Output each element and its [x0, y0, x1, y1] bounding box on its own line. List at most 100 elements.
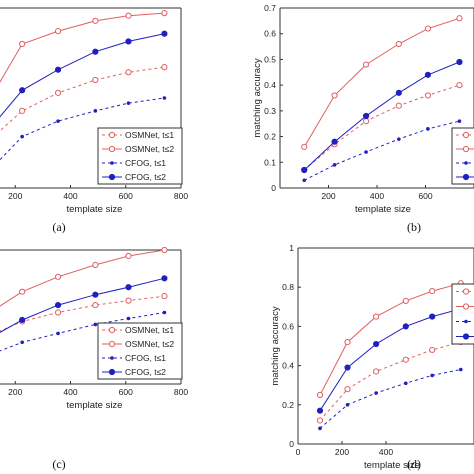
data-point — [344, 338, 351, 346]
data-point — [162, 310, 167, 315]
legend-box — [451, 283, 474, 345]
panel-captions: (a) (b) (c) (d) — [52, 220, 421, 471]
series-line — [0, 277, 165, 333]
data-point — [19, 87, 26, 94]
x-tick-label: 200 — [335, 447, 349, 457]
data-point — [362, 112, 370, 120]
y-tick-label: 0.7 — [264, 3, 276, 13]
x-tick-label: 400 — [63, 387, 77, 397]
legend-marker — [462, 288, 470, 295]
legend-label: CFOG, t≤1 — [125, 158, 166, 168]
data-point — [54, 89, 62, 96]
data-point — [456, 58, 463, 66]
data-point — [429, 288, 436, 295]
legend-marker — [108, 131, 116, 139]
data-point — [344, 386, 351, 393]
y-tick-label: 0 — [289, 439, 294, 449]
series-line — [319, 341, 461, 421]
data-point — [402, 297, 409, 305]
series-line — [0, 295, 165, 332]
data-point — [19, 40, 26, 48]
data-point — [19, 288, 26, 295]
y-tick-label: 0.2 — [282, 400, 294, 410]
data-point — [459, 367, 463, 372]
data-point — [395, 89, 402, 96]
data-point — [19, 107, 26, 114]
y-axis-label: matching accuracy — [270, 306, 281, 385]
data-point — [318, 426, 322, 431]
data-point — [424, 92, 432, 99]
series-line — [0, 97, 165, 161]
data-point — [362, 61, 370, 68]
data-point — [331, 92, 338, 99]
series-layer — [0, 10, 168, 161]
data-point — [125, 69, 132, 76]
legend-marker — [464, 319, 468, 324]
data-point — [92, 17, 99, 24]
series-line — [319, 369, 461, 429]
data-point — [395, 102, 402, 109]
x-tick-label: 800 — [174, 387, 188, 397]
axes-frame — [279, 7, 474, 189]
data-point — [316, 391, 324, 399]
y-tick-label: 0.6 — [282, 321, 294, 331]
y-tick-label: 0.6 — [264, 29, 276, 39]
x-tick-label: 600 — [119, 387, 133, 397]
y-tick-label: 1 — [289, 243, 294, 253]
data-point — [429, 346, 436, 354]
data-point — [92, 48, 99, 55]
panel-caption-c: (c) — [52, 457, 65, 471]
series-line — [303, 84, 460, 171]
data-point — [161, 64, 168, 71]
legend: OSMNet, t≤1 OSMNet, t≤2 CFOG, t≤1 CFOG, t≤2 — [97, 127, 183, 185]
data-point — [316, 417, 324, 424]
x-axis-label: template size — [67, 204, 123, 215]
x-tick-label: 400 — [379, 447, 393, 457]
data-point — [125, 297, 132, 304]
data-point — [125, 38, 132, 45]
y-tick-label: 0.5 — [264, 54, 276, 64]
x-tick-label: 200 — [8, 191, 22, 201]
series-line — [0, 66, 165, 132]
data-point — [457, 119, 462, 123]
data-point — [402, 323, 409, 330]
x-axis-label: template size — [364, 460, 420, 471]
chart-panel-b: 200 400 600 0 0.1 0.2 0.3 0.4 0.5 0.6 0.7 template … — [252, 3, 474, 215]
series-line — [304, 120, 460, 181]
series-line — [0, 249, 165, 307]
x-tick-label: 200 — [321, 191, 335, 201]
data-point — [54, 66, 62, 73]
data-point — [92, 301, 99, 309]
data-point — [456, 82, 463, 89]
data-point — [331, 138, 338, 145]
data-point — [161, 10, 168, 17]
y-tick-label: 0.2 — [264, 132, 276, 142]
legend-label: OSMNet, t≤1 — [125, 130, 174, 140]
x-tick-label: 600 — [418, 191, 432, 201]
data-point — [20, 134, 24, 139]
data-point — [374, 391, 378, 395]
y-tick-label: 0.4 — [282, 361, 294, 371]
x-tick-label: 400 — [370, 191, 384, 201]
data-point — [161, 246, 168, 254]
legend-marker — [462, 333, 470, 340]
panel-caption-b: (b) — [407, 220, 421, 234]
series-line — [0, 33, 165, 118]
y-tick-label: 0.8 — [282, 282, 294, 292]
data-point — [430, 373, 435, 378]
chart-panel-d: 0 200 400 0 0.2 0.4 0.6 0.8 1 template size matchi… — [270, 243, 474, 471]
data-point — [426, 127, 430, 131]
data-point — [404, 381, 408, 386]
legend-marker — [110, 356, 114, 360]
data-point — [125, 284, 132, 291]
data-point — [56, 119, 60, 123]
data-point — [161, 293, 168, 300]
data-point — [92, 291, 99, 298]
data-point — [397, 137, 401, 141]
data-point — [161, 275, 168, 282]
data-point — [301, 166, 308, 174]
data-point — [162, 96, 167, 100]
legend-marker — [108, 173, 116, 181]
